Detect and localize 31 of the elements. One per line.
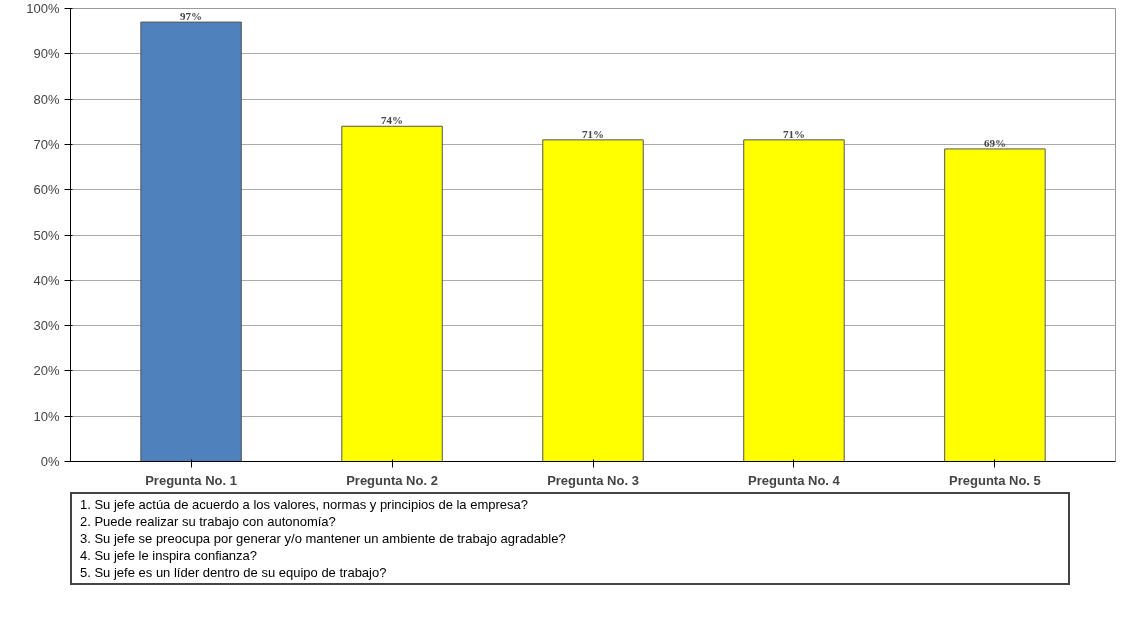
y-tick-label: 30% bbox=[33, 318, 60, 334]
x-tick-label: Pregunta No. 1 bbox=[145, 472, 237, 488]
text: 5. Su jefe es un líder dentro de su equipo de trabajo? bbox=[80, 564, 388, 581]
bar bbox=[140, 21, 242, 462]
y-tick-label: 10% bbox=[33, 408, 60, 424]
data-label: 71% bbox=[782, 127, 805, 140]
text: 3. Su jefe se preocupa por generar y/o mantener un ambiente de trabajo agradable? bbox=[80, 530, 566, 547]
y-tick-label: 80% bbox=[33, 91, 60, 107]
x-tick-label: Pregunta No. 2 bbox=[346, 472, 438, 488]
y-tick-label: 40% bbox=[33, 272, 60, 288]
data-label: 74% bbox=[381, 114, 404, 127]
y-tick-label: 100% bbox=[26, 1, 60, 16]
x-tick-label: Pregunta No. 3 bbox=[547, 472, 639, 488]
text: 2. Puede realizar su trabajo con autonomía? bbox=[80, 513, 337, 530]
y-tick-label: 60% bbox=[33, 182, 60, 198]
data-label: 71% bbox=[582, 127, 604, 140]
bar bbox=[944, 148, 1046, 462]
y-tick-label: 20% bbox=[33, 363, 60, 379]
bar bbox=[341, 125, 443, 462]
x-tick-label: Pregunta No. 5 bbox=[949, 472, 1041, 488]
bar bbox=[542, 139, 644, 462]
y-tick-label: 0% bbox=[40, 454, 60, 469]
y-tick-label: 70% bbox=[33, 136, 60, 152]
text: 4. Su jefe le inspira confianza? bbox=[80, 547, 259, 564]
x-tick-label: Pregunta No. 4 bbox=[748, 472, 841, 488]
bar bbox=[743, 139, 845, 462]
y-tick-label: 90% bbox=[33, 46, 60, 62]
text: 1. Su jefe actúa de acuerdo a los valores, normas y principios de la empresa? bbox=[80, 496, 530, 513]
data-label: 69% bbox=[983, 136, 1006, 149]
data-label: 97% bbox=[180, 10, 203, 23]
y-tick-label: 50% bbox=[33, 227, 60, 243]
